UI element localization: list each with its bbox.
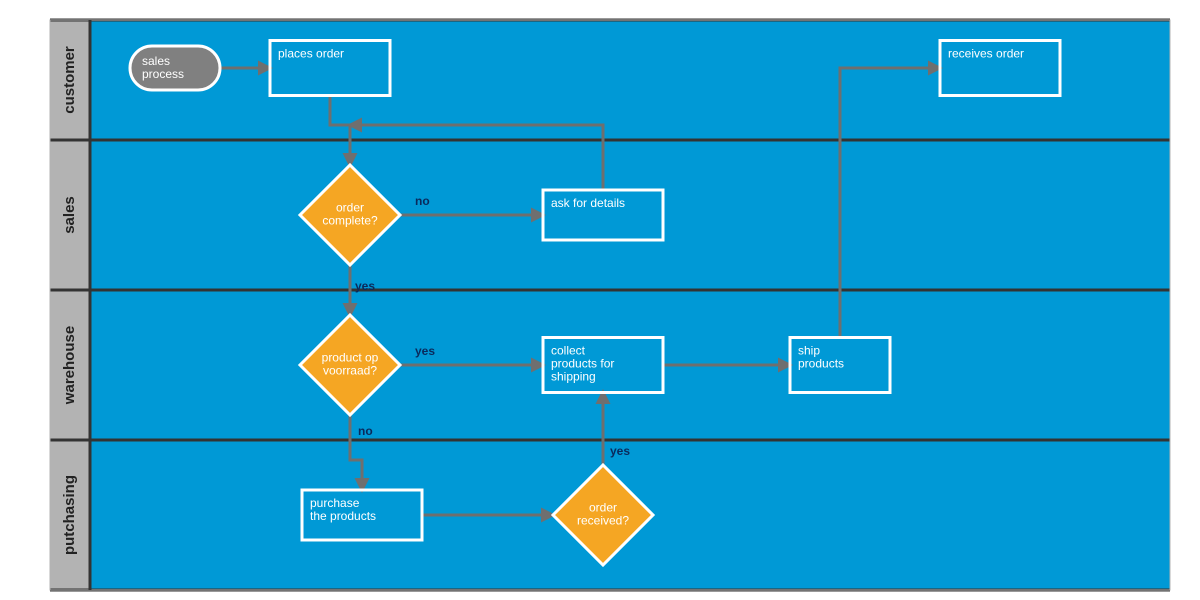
node-start: salesprocess [130, 46, 220, 90]
node-order_received-text: order [589, 501, 617, 515]
lane-customer [90, 20, 1170, 140]
node-order_received-text: received? [577, 514, 629, 528]
flowchart-canvas: customer sales warehouse putchasing no yes yes… [0, 0, 1200, 600]
lane-label-customer: customer [61, 46, 78, 114]
node-collect-text: shipping [551, 370, 596, 384]
lane-sales [90, 140, 1170, 290]
lane-warehouse [90, 290, 1170, 440]
flowchart-svg: customer sales warehouse putchasing no yes yes… [0, 0, 1200, 600]
node-collect-text: products for [551, 357, 614, 371]
node-product_stock-text: product op [322, 351, 379, 365]
edge-label-e11: yes [610, 444, 630, 458]
node-start-text: sales [142, 54, 170, 68]
lane-label-warehouse: warehouse [61, 326, 78, 405]
lane-label-purchasing: putchasing [61, 475, 78, 555]
node-product_stock-text: voorraad? [323, 364, 377, 378]
node-receives-text: receives order [948, 47, 1024, 61]
edge-label-e9: no [358, 424, 373, 438]
node-purchase-text: purchase [310, 496, 360, 510]
lane-label-sales: sales [61, 196, 78, 234]
node-collect-text: collect [551, 344, 586, 358]
node-order_complete-text: complete? [322, 214, 378, 228]
edge-label-e6: yes [415, 344, 435, 358]
edge-label-e3: no [415, 194, 430, 208]
node-ship-text: products [798, 357, 844, 371]
node-order_complete-text: order [336, 201, 364, 215]
node-purchase-text: the products [310, 509, 376, 523]
node-places_order-text: places order [278, 47, 344, 61]
node-start-text: process [142, 67, 184, 81]
node-ask_details-text: ask for details [551, 196, 625, 210]
node-ship-text: ship [798, 344, 820, 358]
edge-label-e5: yes [355, 279, 375, 293]
